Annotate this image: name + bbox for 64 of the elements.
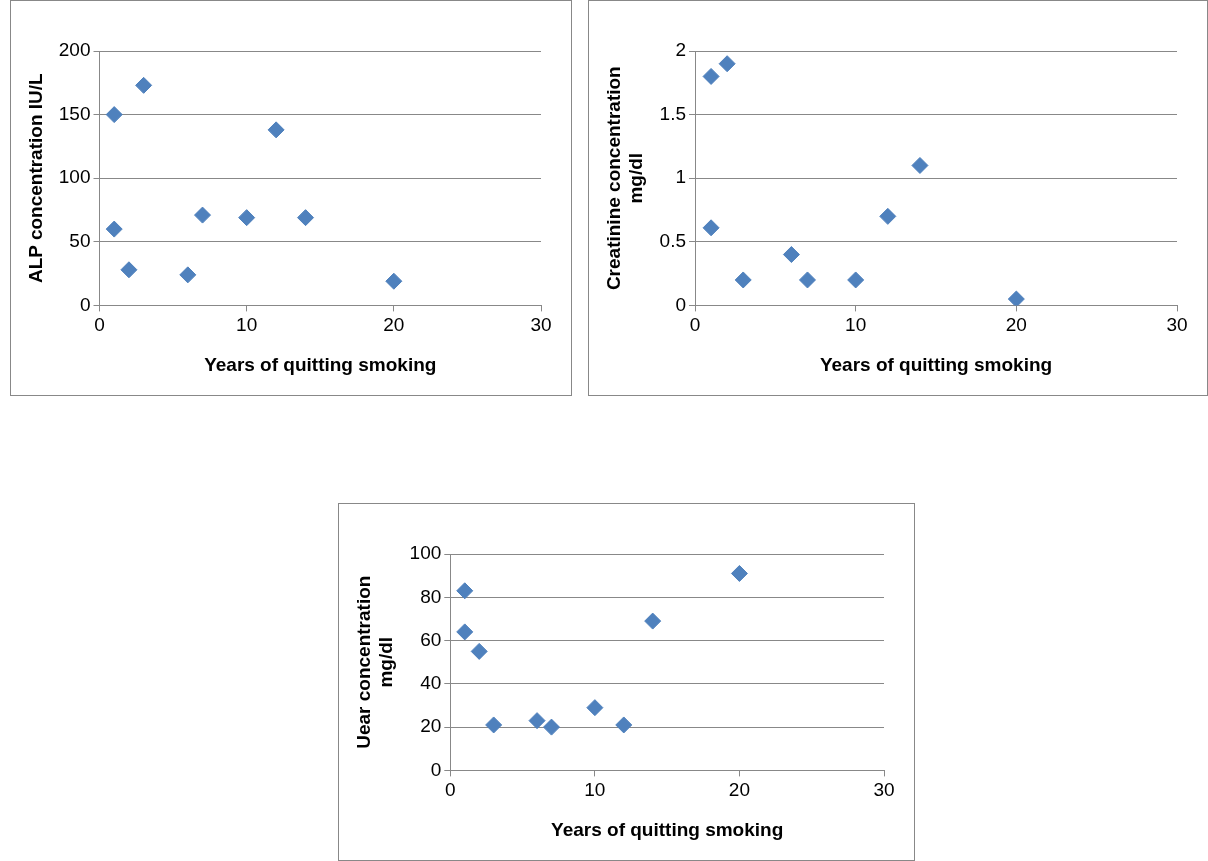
point [798, 271, 816, 289]
y-tick-label: 0 [675, 293, 687, 315]
y-tick-label: 60 [420, 628, 442, 650]
point [238, 209, 256, 227]
y-tick-label: 1 [675, 166, 687, 188]
x-tick-label: 30 [1166, 314, 1188, 336]
y-tick-label: 1.5 [659, 102, 687, 124]
x-tick-label: 30 [530, 314, 552, 336]
point [586, 699, 604, 717]
y-tick-label: 100 [58, 166, 91, 188]
y-tick-label: 40 [420, 672, 442, 694]
x-tick-label: 20 [1005, 314, 1027, 336]
point [718, 55, 736, 73]
point [297, 209, 315, 227]
x-axis-title: Years of quitting smoking [551, 818, 784, 840]
point [485, 716, 503, 734]
y-tick-label: 200 [58, 39, 91, 61]
y-tick-label: 2 [675, 39, 687, 61]
x-tick-label: 10 [845, 314, 867, 336]
point [528, 712, 546, 730]
y-tick-label: 0 [79, 293, 91, 315]
point [911, 156, 929, 174]
x-axis-title: Years of quitting smoking [819, 353, 1053, 375]
x-axis-title: Years of quitting smoking [204, 353, 437, 375]
y-tick-label: 100 [409, 542, 442, 564]
point [734, 271, 752, 289]
y-tick-label: 150 [58, 102, 91, 124]
y-tick-label: 0 [430, 758, 442, 780]
y-tick-label: 20 [420, 715, 442, 737]
point [543, 718, 560, 736]
point [847, 271, 865, 289]
point [470, 642, 488, 660]
point [194, 206, 212, 224]
point [105, 106, 123, 124]
point [702, 67, 720, 85]
y-tick-label: 50 [69, 230, 91, 252]
point [456, 623, 474, 641]
x-tick-label: 0 [94, 314, 105, 336]
y-axis-title: Creatinine concentration mg/dl [602, 66, 647, 291]
x-tick-label: 20 [383, 314, 405, 336]
x-tick-label: 30 [873, 779, 895, 801]
point [1007, 290, 1025, 306]
point [179, 266, 197, 284]
point [702, 219, 720, 237]
y-tick-label: 0.5 [659, 230, 687, 252]
point [879, 207, 897, 225]
point [644, 612, 662, 630]
point [135, 76, 153, 94]
point [105, 220, 123, 238]
x-tick-label: 0 [445, 779, 456, 801]
x-tick-label: 10 [236, 314, 258, 336]
point [782, 246, 800, 264]
x-tick-label: 10 [584, 779, 606, 801]
point [385, 272, 403, 290]
x-tick-label: 20 [728, 779, 750, 801]
point [120, 261, 138, 279]
y-axis-title: Uear concentration mg/dl [352, 575, 397, 749]
y-axis-title: ALP concentration IU/L [24, 72, 46, 284]
y-tick-label: 80 [420, 585, 442, 607]
point [456, 582, 474, 600]
point [615, 716, 633, 734]
x-tick-label: 0 [689, 314, 701, 336]
point [730, 564, 748, 582]
point [267, 121, 285, 139]
